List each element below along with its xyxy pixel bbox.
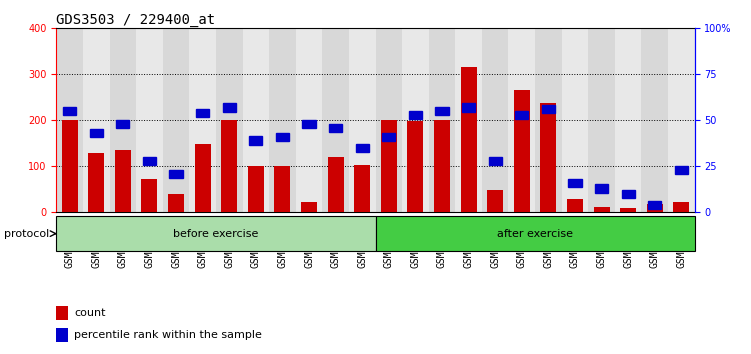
Bar <box>222 103 236 112</box>
Bar <box>216 28 243 212</box>
Bar <box>83 28 110 212</box>
Bar <box>243 28 269 212</box>
Bar <box>562 28 588 212</box>
Bar <box>647 204 663 212</box>
Bar <box>436 107 448 115</box>
Bar <box>487 190 503 212</box>
Bar <box>429 28 455 212</box>
Bar <box>674 202 689 212</box>
Bar <box>349 28 376 212</box>
Bar <box>170 170 182 178</box>
Text: GDS3503 / 229400_at: GDS3503 / 229400_at <box>56 13 216 27</box>
Bar <box>402 28 429 212</box>
Bar <box>222 120 237 212</box>
Bar <box>195 144 210 212</box>
Bar <box>248 166 264 212</box>
Bar <box>56 328 68 342</box>
Bar <box>462 103 475 112</box>
Bar <box>303 120 315 128</box>
Bar <box>674 166 688 174</box>
Bar <box>143 157 156 165</box>
Bar <box>163 28 189 212</box>
Bar <box>569 179 581 187</box>
Bar <box>648 201 662 209</box>
Text: after exercise: after exercise <box>497 229 573 239</box>
Bar <box>541 103 556 212</box>
Bar <box>116 120 129 128</box>
Bar <box>376 216 695 251</box>
Bar <box>296 28 322 212</box>
Bar <box>322 28 349 212</box>
Bar <box>541 105 555 114</box>
Bar <box>409 111 422 119</box>
Bar <box>535 28 562 212</box>
Bar <box>269 28 296 212</box>
Bar <box>62 120 77 212</box>
Bar <box>460 67 477 212</box>
Bar <box>567 199 583 212</box>
Bar <box>593 207 610 212</box>
Bar <box>455 28 482 212</box>
Bar <box>329 124 342 132</box>
Bar <box>376 28 402 212</box>
Bar <box>381 120 397 212</box>
Bar <box>301 202 317 212</box>
Bar <box>56 28 83 212</box>
Bar <box>641 28 668 212</box>
Bar <box>56 306 68 320</box>
Bar <box>141 179 158 212</box>
Bar <box>668 28 695 212</box>
Bar <box>615 28 641 212</box>
Bar <box>354 165 370 212</box>
Bar <box>620 208 636 212</box>
Bar <box>382 133 396 141</box>
Bar <box>327 157 344 212</box>
Bar <box>276 133 289 141</box>
Bar <box>196 109 210 117</box>
Text: protocol: protocol <box>4 229 53 239</box>
Bar <box>115 150 131 212</box>
Bar <box>408 121 424 212</box>
Text: before exercise: before exercise <box>173 229 258 239</box>
Bar <box>89 153 104 212</box>
Text: percentile rank within the sample: percentile rank within the sample <box>74 330 262 339</box>
Bar <box>168 194 184 212</box>
Bar <box>189 28 216 212</box>
Bar <box>434 120 450 212</box>
Bar <box>136 28 163 212</box>
Bar <box>56 216 376 251</box>
Bar <box>588 28 615 212</box>
Bar <box>489 157 502 165</box>
Bar <box>63 107 77 115</box>
Bar <box>89 129 103 137</box>
Text: count: count <box>74 308 106 318</box>
Bar <box>515 111 529 119</box>
Bar <box>482 28 508 212</box>
Bar <box>355 144 369 152</box>
Bar <box>508 28 535 212</box>
Bar <box>514 91 529 212</box>
Bar <box>595 184 608 193</box>
Bar <box>622 190 635 198</box>
Bar <box>110 28 136 212</box>
Bar <box>274 166 291 212</box>
Bar <box>249 137 262 145</box>
